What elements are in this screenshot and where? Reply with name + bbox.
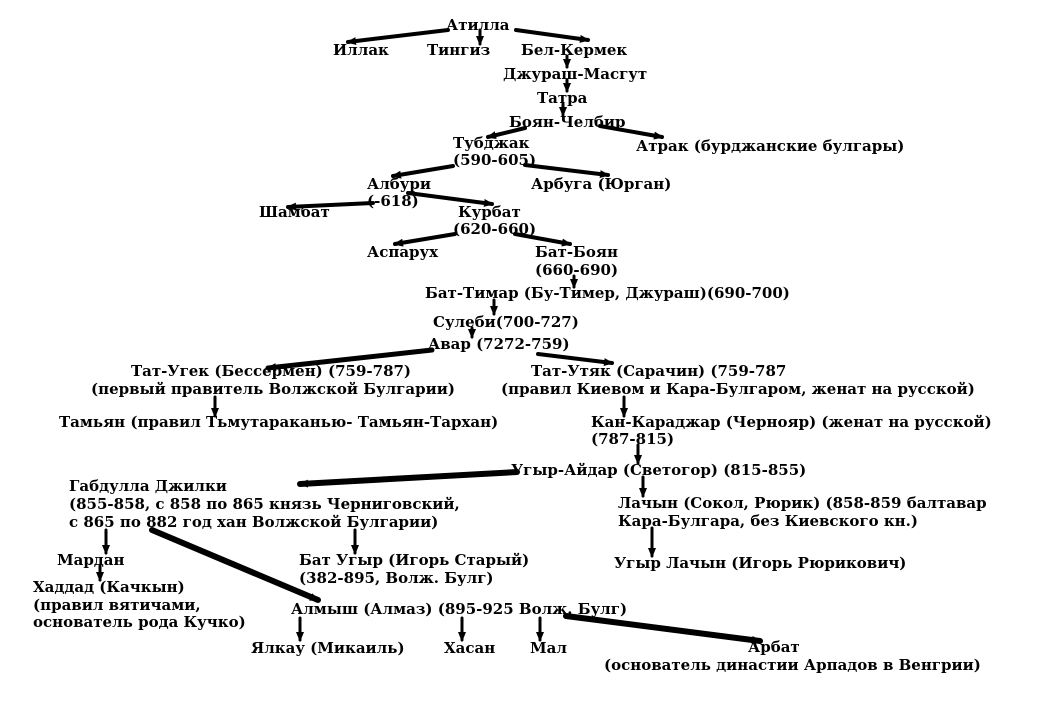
- node-avar: Авар (7272-759): [428, 335, 570, 353]
- node-ugyr-aidar: Угыр-Айдар (Светогор) (815-855): [511, 461, 807, 479]
- node-atilla: Атилла: [446, 16, 510, 34]
- node-bat-boyan-years: (660-690): [535, 261, 619, 279]
- node-gabdulla-line3: с 865 по 882 год хан Волжской Булгарии): [69, 513, 439, 531]
- node-bat-ugyr: Бат Угыр (Игорь Старый): [299, 551, 530, 569]
- node-yalkau: Ялкау (Микаиль): [251, 639, 405, 657]
- node-kurbat: Курбат: [458, 203, 521, 221]
- arrow-avar-tat-utyak: [536, 352, 614, 367]
- arrow-kurbat-bat-boyan: [513, 232, 572, 247]
- arrow-tubdzhak-arbuga: [523, 163, 610, 179]
- arrow-kurbat-asparukh: [393, 232, 457, 247]
- node-tat-utyak-note: (правил Киевом и Кара-Булгаром, женат на…: [501, 380, 975, 398]
- arrow-atilla-illak: [346, 28, 450, 46]
- node-kan-karadzhar-years: (787-815): [591, 430, 675, 448]
- node-khaddad-line3: основатель рода Кучко): [33, 613, 246, 631]
- node-lachyn-line2: Кара-Булгара, без Киевского кн.): [618, 512, 918, 530]
- node-ugyr-lachyn: Угыр Лачын (Игорь Рюрикович): [614, 554, 907, 572]
- node-bat-ugyr-years: (382-895, Волж. Булг): [299, 569, 494, 587]
- arrow-alburi-kurbat: [406, 191, 494, 207]
- node-tubdzhak-years: (590-605): [453, 151, 537, 169]
- node-mal: Мал: [530, 639, 567, 657]
- node-khaddad: Хаддад (Качкын): [33, 578, 185, 596]
- node-tat-ugek: Тат-Угек (Бессермен) (759-787): [131, 362, 412, 380]
- node-almysh: Алмыш (Алмаз) (895-925 Волж. Булг): [291, 600, 628, 618]
- node-tubdzhak: Тубджак: [453, 134, 530, 152]
- node-bat-timar: Бат-Тимар (Бу-Тимер, Джураш)(690-700): [425, 284, 790, 302]
- arrow-boyan-atrak: [598, 124, 664, 140]
- node-tingiz: Тингиз: [427, 41, 491, 59]
- node-sulebi: Сулеби(700-727): [433, 313, 579, 331]
- node-arbat: Арбат: [748, 638, 800, 656]
- node-boyan-chelbir: Боян-Челбир: [509, 113, 626, 131]
- node-arbat-note: (основатель династии Арпадов в Венгрии): [604, 656, 981, 674]
- node-dzhurash-masgut: Джураш-Масгут: [503, 65, 648, 83]
- node-alburi-years: (-618): [367, 192, 419, 210]
- node-khaddad-line2: (правил вятичами,: [33, 596, 201, 614]
- arrow-gabdulla-almysh: [149, 527, 321, 603]
- arrow-avar-tat-ugek: [265, 347, 435, 372]
- node-tat-utyak: Тат-Утяк (Сарачин) (759-787: [531, 362, 787, 380]
- node-kan-karadzhar: Кан-Караджар (Чернояр) (женат на русской…: [591, 413, 992, 431]
- node-lachyn: Лачын (Сокол, Рюрик) (858-859 балтавар: [618, 494, 987, 512]
- node-shambat: Шамбат: [259, 203, 330, 221]
- node-tat-ugek-note: (первый правитель Волжской Булгарии): [91, 380, 455, 398]
- node-atrak: Атрак (бурджанские булгары): [636, 137, 905, 155]
- arrow-boyan-tubdzhak: [486, 126, 527, 139]
- node-bat-boyan: Бат-Боян: [535, 243, 618, 261]
- node-asparukh: Аспарух: [367, 243, 439, 261]
- node-bel-kermek: Бел-Кермек: [521, 41, 628, 59]
- node-khasan: Хасан: [444, 639, 496, 657]
- node-arbuga: Арбуга (Юрган): [531, 175, 672, 193]
- node-mardan: Мардан: [57, 551, 125, 569]
- arrow-atilla-bel-kermek: [514, 28, 590, 43]
- node-illak: Иллак: [333, 41, 389, 59]
- node-alburi: Албури: [367, 175, 432, 193]
- arrow-almysh-arbat: [563, 613, 763, 644]
- node-gabdulla-line2: (855-858, с 858 по 865 князь Черниговски…: [69, 495, 460, 513]
- node-tamyan: Тамьян (правил Тьмутараканью- Тамьян-Тар…: [59, 413, 499, 431]
- node-kurbat-years: (620-660): [453, 220, 537, 238]
- arrow-alburi-shambat: [286, 201, 375, 211]
- arrow-tubdzhak-alburi: [391, 164, 455, 179]
- node-tatra: Татра: [537, 89, 588, 107]
- node-gabdulla: Габдулла Джилки: [69, 477, 227, 495]
- arrow-ugyr-aidar-gabdulla: [297, 469, 520, 488]
